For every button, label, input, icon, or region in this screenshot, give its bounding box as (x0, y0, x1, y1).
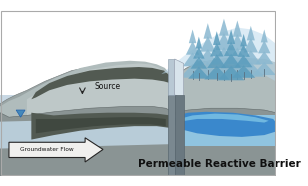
Polygon shape (175, 59, 184, 99)
Bar (168, 95, 175, 180)
Polygon shape (186, 41, 199, 55)
Polygon shape (204, 23, 212, 39)
Text: Permeable Reactive Barrier: Permeable Reactive Barrier (138, 159, 301, 169)
Polygon shape (175, 108, 276, 176)
Polygon shape (175, 112, 276, 137)
Polygon shape (0, 106, 175, 176)
Polygon shape (227, 29, 235, 44)
Polygon shape (241, 50, 261, 65)
Polygon shape (197, 49, 219, 65)
Polygon shape (240, 34, 247, 46)
Text: Groundwater Flow: Groundwater Flow (20, 147, 74, 152)
Polygon shape (237, 62, 264, 77)
Polygon shape (222, 61, 253, 78)
Polygon shape (188, 67, 210, 79)
Polygon shape (208, 61, 240, 78)
Polygon shape (193, 47, 205, 59)
Polygon shape (235, 55, 253, 67)
Polygon shape (191, 57, 207, 69)
Polygon shape (219, 19, 229, 36)
Polygon shape (247, 26, 255, 40)
Polygon shape (180, 64, 205, 78)
Bar (175, 95, 184, 180)
Polygon shape (232, 65, 255, 78)
Polygon shape (0, 63, 175, 176)
Polygon shape (253, 62, 276, 75)
Polygon shape (244, 38, 258, 52)
Polygon shape (210, 43, 224, 57)
Bar (175, 95, 276, 176)
Polygon shape (183, 52, 202, 66)
Polygon shape (233, 20, 242, 37)
Polygon shape (175, 59, 276, 176)
Polygon shape (175, 117, 276, 144)
Polygon shape (204, 66, 229, 79)
Polygon shape (31, 67, 172, 99)
Polygon shape (224, 41, 238, 56)
Polygon shape (213, 31, 221, 45)
Polygon shape (237, 44, 250, 57)
Polygon shape (215, 33, 233, 50)
Polygon shape (189, 29, 197, 43)
Polygon shape (176, 58, 276, 176)
Polygon shape (16, 110, 25, 117)
Text: Source: Source (94, 82, 120, 91)
Polygon shape (258, 40, 270, 53)
Polygon shape (175, 115, 276, 146)
Polygon shape (36, 117, 166, 133)
Polygon shape (168, 59, 175, 95)
Bar (0, 95, 276, 176)
Polygon shape (218, 66, 245, 80)
Polygon shape (0, 117, 175, 149)
Polygon shape (255, 51, 273, 64)
Polygon shape (261, 29, 268, 42)
Polygon shape (207, 54, 226, 68)
Polygon shape (196, 37, 202, 49)
Polygon shape (200, 36, 216, 52)
Polygon shape (9, 138, 103, 162)
Polygon shape (226, 48, 249, 64)
Polygon shape (179, 114, 269, 123)
Polygon shape (221, 54, 241, 68)
Polygon shape (212, 47, 236, 64)
Polygon shape (229, 34, 245, 50)
Polygon shape (161, 28, 276, 81)
Polygon shape (31, 113, 172, 140)
Polygon shape (193, 62, 222, 78)
Polygon shape (27, 63, 168, 176)
Polygon shape (0, 61, 173, 176)
